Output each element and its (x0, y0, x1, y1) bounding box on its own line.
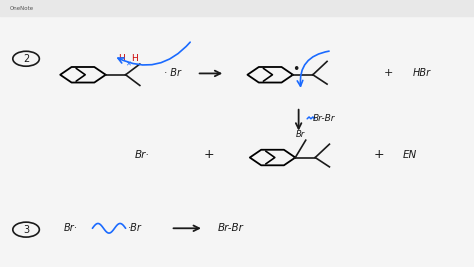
Text: OneNote: OneNote (9, 6, 34, 10)
Text: H: H (131, 54, 137, 63)
Text: +: + (203, 148, 214, 161)
Text: +: + (374, 148, 384, 161)
Text: H: H (118, 54, 125, 63)
Text: Br-Br: Br-Br (313, 113, 335, 123)
Text: •: • (292, 63, 300, 76)
Text: ·Br: ·Br (128, 223, 142, 233)
Text: Br·: Br· (64, 223, 78, 233)
Text: HBr: HBr (412, 68, 430, 78)
Text: 3: 3 (23, 225, 29, 235)
Text: Br·: Br· (135, 150, 150, 160)
Text: Br-Br: Br-Br (218, 223, 244, 233)
Bar (0, 0, 474, 16)
Text: EN: EN (403, 150, 417, 160)
Text: · Br: · Br (164, 68, 181, 78)
Text: Br: Br (296, 130, 306, 139)
Text: ✕: ✕ (125, 61, 131, 67)
Text: 2: 2 (23, 54, 29, 64)
Text: +: + (384, 68, 393, 78)
